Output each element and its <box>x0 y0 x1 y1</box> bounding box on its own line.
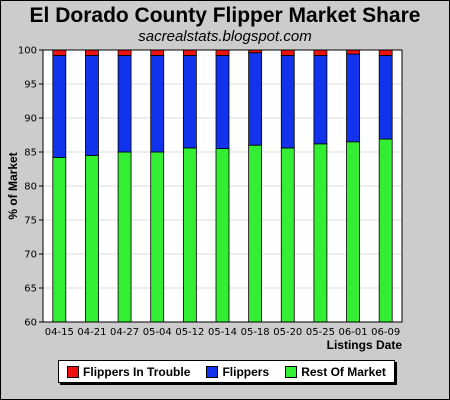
y-tick-label: 75 <box>24 216 37 227</box>
bar-rest-of-market-05-18 <box>248 144 263 323</box>
chart-subtitle: sacrealstats.blogspot.com <box>138 28 312 45</box>
x-tick-label: 06-01 <box>339 327 368 338</box>
x-tick-label: 04-21 <box>77 327 106 338</box>
bar-rest-of-market-05-12 <box>182 147 197 323</box>
bar-rest-of-market-05-25 <box>313 143 328 323</box>
y-tick-label: 100 <box>18 46 37 57</box>
bar-flippers-05-20 <box>280 55 295 149</box>
bar-flippers-in-trouble-05-25 <box>313 49 328 56</box>
legend-label-flippers-in-trouble: Flippers In Trouble <box>83 364 191 379</box>
bar-rest-of-market-04-27 <box>117 151 132 323</box>
bar-flippers-in-trouble-06-09 <box>378 49 393 56</box>
x-tick-label: 05-20 <box>273 327 302 338</box>
x-axis-title: Listings Date <box>327 338 403 352</box>
legend-item-rest-of-market: Rest Of Market <box>285 365 386 379</box>
chart-title: El Dorado County Flipper Market Share <box>29 4 421 27</box>
legend-swatch-flippers <box>206 365 219 378</box>
bar-flippers-in-trouble-05-14 <box>215 49 230 56</box>
bar-flippers-05-12 <box>182 55 197 149</box>
x-tick-label: 05-14 <box>208 327 237 338</box>
x-tick-label: 05-04 <box>143 327 172 338</box>
bar-flippers-in-trouble-04-15 <box>52 49 67 56</box>
bar-flippers-04-21 <box>85 55 99 156</box>
x-tick-label: 04-15 <box>45 327 74 338</box>
bar-flippers-06-09 <box>378 55 393 140</box>
x-tick-label: 05-25 <box>306 327 335 338</box>
bar-flippers-in-trouble-05-12 <box>182 49 197 56</box>
bar-rest-of-market-05-14 <box>215 148 230 323</box>
y-tick-label: 80 <box>24 182 37 193</box>
bar-rest-of-market-04-21 <box>85 154 99 323</box>
bar-rest-of-market-05-04 <box>150 151 165 323</box>
plot-border <box>42 49 403 323</box>
legend-label-rest-of-market: Rest Of Market <box>301 364 386 379</box>
bar-flippers-06-01 <box>346 53 360 143</box>
bar-flippers-04-15 <box>52 55 67 158</box>
y-tick-label: 90 <box>24 114 37 125</box>
x-tick-label: 06-09 <box>371 327 400 338</box>
legend-item-flippers: Flippers <box>206 365 269 379</box>
x-tick-label: 04-27 <box>110 327 139 338</box>
x-tick-label: 05-12 <box>175 327 204 338</box>
bar-rest-of-market-06-09 <box>378 138 393 323</box>
bar-flippers-in-trouble-05-20 <box>280 49 295 56</box>
legend-swatch-rest-of-market <box>285 365 298 378</box>
y-tick-label: 60 <box>24 318 37 329</box>
y-axis-title: % of Market <box>6 152 20 219</box>
bar-rest-of-market-04-15 <box>52 157 67 323</box>
bar-flippers-in-trouble-05-04 <box>150 49 165 56</box>
legend-item-flippers-in-trouble: Flippers In Trouble <box>67 365 190 379</box>
y-tick-label: 65 <box>24 284 37 295</box>
bar-flippers-05-18 <box>248 52 263 146</box>
y-tick-label: 95 <box>24 80 37 91</box>
bar-flippers-05-25 <box>313 55 328 145</box>
bar-flippers-in-trouble-04-21 <box>85 49 99 56</box>
bars <box>52 49 393 323</box>
bar-flippers-in-trouble-06-01 <box>346 49 360 55</box>
legend: Flippers In Trouble Flippers Rest Of Mar… <box>58 360 395 383</box>
legend-swatch-flippers-in-trouble <box>67 365 80 378</box>
legend-label-flippers: Flippers <box>222 364 270 379</box>
bar-rest-of-market-06-01 <box>346 141 360 323</box>
bar-flippers-in-trouble-04-27 <box>117 49 132 56</box>
x-tick-label: 05-18 <box>241 327 270 338</box>
bar-flippers-05-14 <box>215 55 230 150</box>
y-tick-label: 70 <box>24 250 37 261</box>
bar-flippers-05-04 <box>150 55 165 153</box>
bar-rest-of-market-05-20 <box>280 147 295 323</box>
y-tick-label: 85 <box>24 148 37 159</box>
bar-flippers-04-27 <box>117 55 132 153</box>
